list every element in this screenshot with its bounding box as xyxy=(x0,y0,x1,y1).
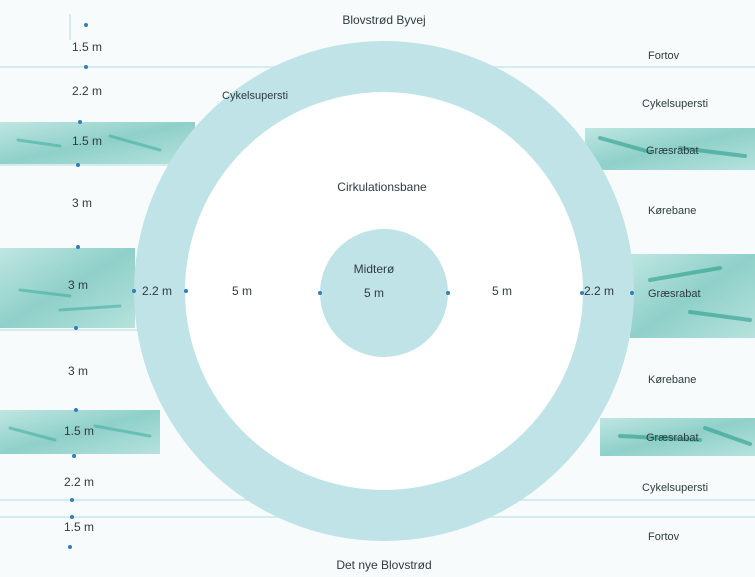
left-width-label: 1.5 m xyxy=(64,520,95,534)
right-label: Græsrabat xyxy=(648,288,701,300)
right-label: Cykelsupersti xyxy=(642,98,709,110)
circulation-lane-label: Cirkulationsbane xyxy=(337,180,427,194)
left-width-label: 3 m xyxy=(68,278,89,292)
right-label: Fortov xyxy=(648,50,680,62)
center-island-width: 5 m xyxy=(363,286,385,300)
center-island-label: Midterø xyxy=(353,262,395,276)
left-width-label: 2.2 m xyxy=(72,84,103,98)
right-label: Fortov xyxy=(648,531,680,543)
lane-width-right: 5 m xyxy=(492,284,513,298)
grass-strip-right-middle xyxy=(630,254,755,338)
right-label: Kørebane xyxy=(648,374,697,386)
measurement-dots xyxy=(68,23,634,549)
center-island xyxy=(320,229,448,357)
grass-strip-left-middle xyxy=(0,248,135,328)
grass-verges-right xyxy=(585,128,755,456)
right-label: Kørebane xyxy=(648,205,697,217)
grass-verges-left xyxy=(0,122,195,454)
left-width-label: 1.5 m xyxy=(72,134,103,148)
lane-width-left: 5 m xyxy=(232,284,253,298)
grass-strip-right-top xyxy=(585,128,755,170)
left-width-label: 1.5 m xyxy=(64,424,95,438)
ring-width-right: 2.2 m xyxy=(584,284,615,298)
right-label: Græsrabat xyxy=(646,432,699,444)
left-width-label: 3 m xyxy=(68,364,89,378)
left-width-label: 1.5 m xyxy=(72,40,103,54)
left-width-label: 2.2 m xyxy=(64,475,95,489)
street-name-top: Blovstrød Byvej xyxy=(342,13,426,27)
cycle-path-ring-label: Cykelsupersti xyxy=(222,90,289,102)
right-label: Græsrabat xyxy=(646,145,699,157)
right-label: Cykelsupersti xyxy=(642,482,709,494)
street-name-bottom: Det nye Blovstrød xyxy=(336,558,432,572)
left-width-label: 3 m xyxy=(72,196,93,210)
ring-width-left: 2.2 m xyxy=(142,284,173,298)
